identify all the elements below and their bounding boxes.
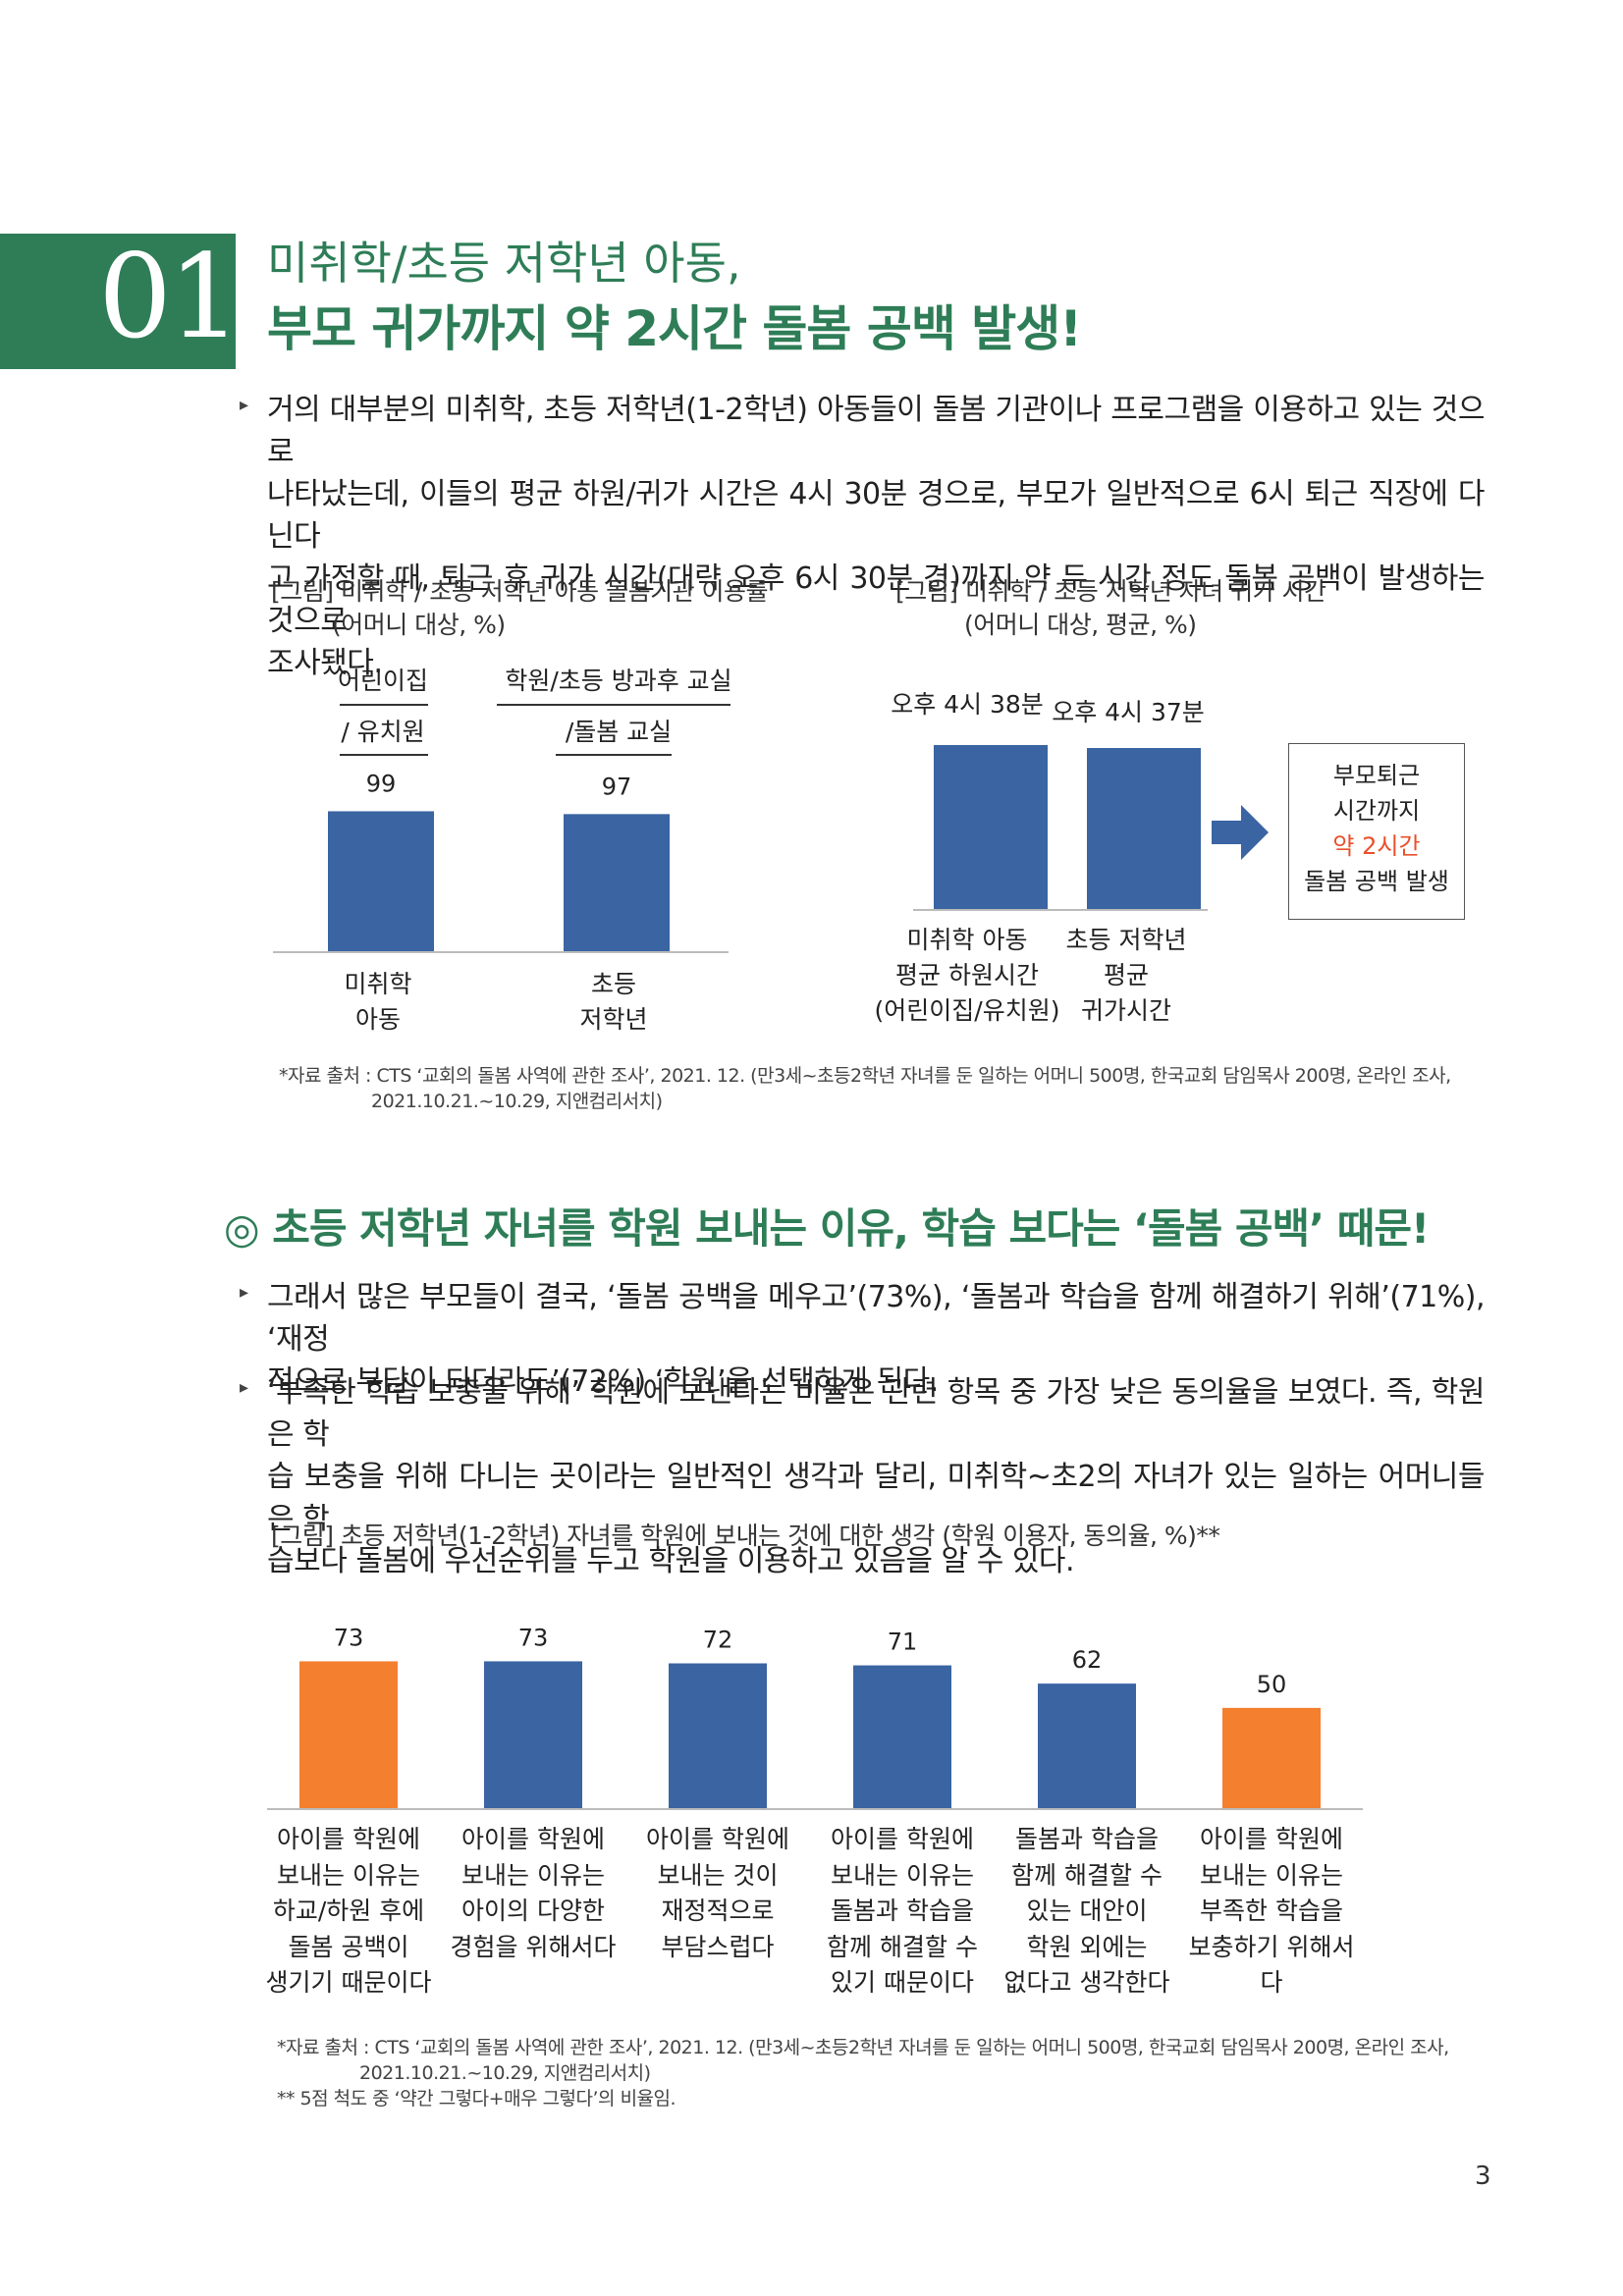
fig2-bar	[1087, 748, 1201, 910]
fig1-header1-underline	[340, 754, 428, 756]
intro-line: 고 가정할 때, 퇴근 후 귀가 시간(대략 오후 6시 30분 경)까지 약 …	[267, 561, 1486, 638]
fig1-data-label: 99	[366, 770, 397, 797]
source-note: ** 5점 척도 중 ‘약간 그렇다+매우 그렇다’의 비율임.	[277, 2088, 676, 2109]
fig1-bar	[328, 811, 434, 952]
fig1-header1-line1: 어린이집	[337, 667, 428, 695]
fig3-category-label: 아이를 학원에 보내는 이유는 부족한 학습을 보충하기 위해서다	[1188, 1825, 1355, 1997]
fig1-bar	[564, 814, 670, 952]
fig1-data-label: 97	[602, 773, 632, 800]
fig2-category-label: 초등 저학년 평균 귀가시간	[1065, 926, 1187, 1025]
bullet-icon: ▸	[240, 1282, 249, 1303]
fig3-chart: 73 73 72 71 62 50	[267, 1624, 1363, 1810]
section-number-block	[0, 234, 236, 369]
fig3-bar	[669, 1663, 767, 1809]
fig2-chart	[913, 745, 1208, 911]
fig3-category-label: 아이를 학원에 보내는 이유는 아이의 다양한 경험을 위해서다	[450, 1825, 617, 1961]
fig1-caption: [그림] 미취학 / 초등 저학년 아동 돌봄기관 이용률	[271, 577, 769, 606]
source-note: 2021.10.21.~10.29, 지앤컴리서치)	[359, 2062, 651, 2084]
intro-line: 거의 대부분의 미취학, 초등 저학년(1-2학년) 아동들이 돌봄 기관이나 …	[267, 393, 1486, 469]
fig3-data-label: 62	[1072, 1646, 1103, 1674]
fig1-chart: 99 97	[273, 770, 729, 953]
arrow-right-icon	[1212, 805, 1269, 860]
section-number: 01	[98, 229, 242, 364]
fig1-header2-underline	[497, 704, 730, 706]
fig3-bar	[1222, 1707, 1321, 1809]
fig2-category-label: 미취학 아동 평균 하원시간 (어린이집/유치원)	[874, 926, 1060, 1025]
fig3-data-label: 72	[703, 1627, 733, 1654]
fig3-category-label: 돌봄과 학습을 함께 해결할 수 있는 대안이 학원 외에는 없다고 생각한다	[1003, 1825, 1170, 1997]
source-note: 2021.10.21.~10.29, 지앤컴리서치)	[371, 1091, 663, 1112]
fig2-caption-sub: (어머니 대상, 평균, %)	[964, 611, 1197, 639]
fig1-header2-line2: /돌봄 교실	[565, 718, 673, 746]
intro-line: 조사됐다.	[267, 646, 383, 680]
fig2-value-label: 오후 4시 37분	[1052, 698, 1205, 726]
fig1-header1-underline	[340, 704, 428, 706]
section-title: 부모 귀가까지 약 2시간 돌봄 공백 발생!	[267, 300, 1082, 357]
fig3-bar	[484, 1661, 582, 1809]
fig2-bar	[934, 745, 1048, 910]
fig3-data-label: 73	[518, 1624, 549, 1651]
fig3-category-label: 아이를 학원에 보내는 이유는 돌봄과 학습을 함께 해결할 수 있기 때문이다	[827, 1825, 978, 1997]
fig1-category-label: 초등 저학년	[579, 970, 648, 1034]
fig1-header2-underline	[556, 754, 672, 756]
bullet-icon: ▸	[240, 395, 249, 415]
fig3-category-label: 아이를 학원에 보내는 것이 재정적으로 부담스럽다	[646, 1825, 789, 1961]
fig3-bar	[1038, 1683, 1136, 1809]
fig3-data-label: 50	[1257, 1671, 1287, 1698]
fig3-category-label: 아이를 학원에 보내는 이유는 하교/하원 후에 돌봄 공백이 생기기 때문이다	[265, 1825, 432, 1997]
fig3-data-label: 71	[888, 1629, 918, 1656]
fig1-header1-line2: / 유치원	[341, 718, 425, 746]
fig3-bar	[299, 1661, 398, 1809]
source-note: *자료 출처 : CTS ‘교회의 돌봄 사역에 관한 조사’, 2021. 1…	[277, 2037, 1449, 2058]
fig2-value-label: 오후 4시 38분	[891, 690, 1044, 719]
commute-gap-box: 부모퇴근 시간까지 약 2시간 돌봄 공백 발생	[1288, 743, 1465, 920]
page-number: 3	[1475, 2162, 1491, 2191]
source-note: *자료 출처 : CTS ‘교회의 돌봄 사역에 관한 조사’, 2021. 1…	[279, 1065, 1451, 1087]
intro-line: 나타났는데, 이들의 평균 하원/귀가 시간은 4시 30분 경으로, 부모가 …	[267, 477, 1486, 554]
fig3-data-label: 73	[334, 1624, 364, 1651]
bullet-icon: ▸	[240, 1377, 249, 1398]
fig1-caption-sub: (어머니 대상, %)	[332, 611, 506, 639]
section2-title: ◎ 초등 저학년 자녀를 학원 보내는 이유, 학습 보다는 ‘돌봄 공백’ 때…	[224, 1204, 1430, 1253]
fig1-header2-line1: 학원/초등 방과후 교실	[505, 667, 732, 695]
fig1-category-label: 미취학 아동	[344, 970, 412, 1034]
fig2-caption: [그림] 미취학 / 초등 저학년 자녀 귀가 시간	[895, 577, 1326, 606]
section-subtitle: 미취학/초등 저학년 아동,	[267, 237, 741, 290]
fig3-caption: [그림] 초등 저학년(1-2학년) 자녀를 학원에 보내는 것에 대한 생각 …	[271, 1522, 1220, 1550]
fig3-bar	[853, 1665, 951, 1809]
